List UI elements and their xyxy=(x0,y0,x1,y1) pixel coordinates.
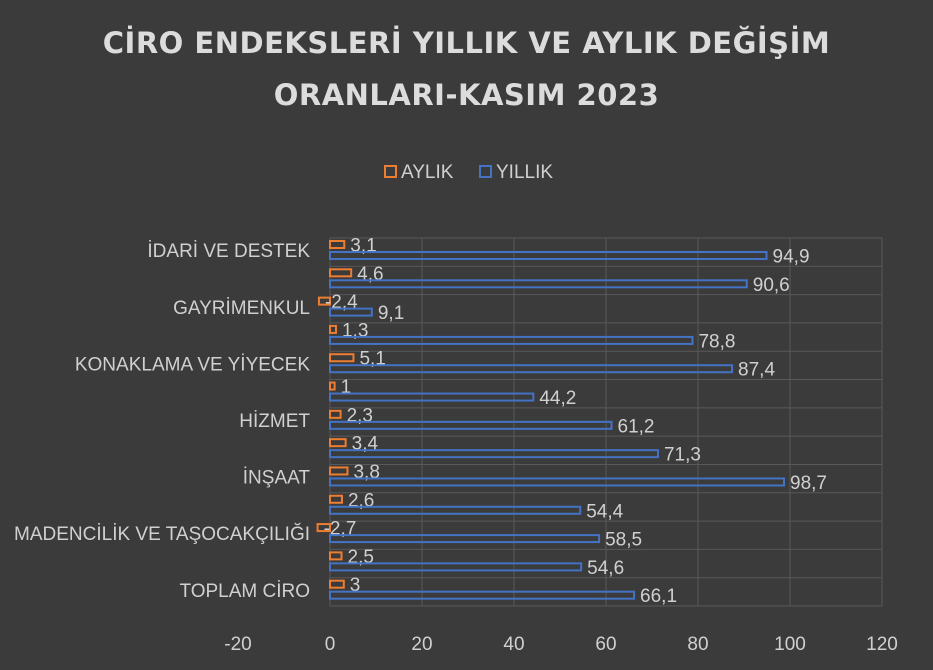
data-label-aylik: 4,6 xyxy=(357,264,383,285)
bar-aylik xyxy=(329,551,343,561)
bar-aylik xyxy=(329,438,347,448)
data-label-yillik: 44,2 xyxy=(539,388,576,409)
bar-yillik xyxy=(329,590,636,600)
data-label-yillik: 9,1 xyxy=(378,303,404,324)
legend-swatch-yillik xyxy=(479,165,492,178)
x-tick-label: -20 xyxy=(224,634,251,655)
data-label-yillik: 94,9 xyxy=(773,247,810,268)
bar-aylik xyxy=(329,409,342,419)
x-tick-label: 20 xyxy=(411,634,432,655)
bar-aylik xyxy=(329,268,353,278)
data-label-yillik: 54,6 xyxy=(587,558,624,579)
data-label-yillik: 98,7 xyxy=(790,473,827,494)
bar-yillik xyxy=(329,251,768,260)
category-label: GAYRİMENKUL xyxy=(173,298,310,319)
bar-yillik xyxy=(329,279,748,289)
data-label-aylik: 1,3 xyxy=(342,320,368,341)
data-label-aylik: 2,3 xyxy=(347,405,373,426)
data-label-aylik: 3 xyxy=(350,575,361,596)
bar-yillik xyxy=(329,364,734,374)
legend-swatch-aylik xyxy=(384,165,397,178)
data-label-yillik: 78,8 xyxy=(698,331,735,352)
x-tick-label: 60 xyxy=(595,634,616,655)
data-label-aylik: 2,6 xyxy=(348,490,374,511)
data-label-aylik: 3,8 xyxy=(353,462,379,483)
bar-aylik xyxy=(329,381,336,391)
legend-label-aylik: AYLIK xyxy=(401,162,454,183)
bar-yillik xyxy=(329,505,582,515)
category-label: İNŞAAT xyxy=(243,468,311,489)
bar-aylik xyxy=(329,579,345,589)
data-label-aylik: 3,1 xyxy=(350,236,376,257)
chart-title-line-2: ORANLARI-KASIM 2023 xyxy=(273,78,660,112)
bar-aylik xyxy=(329,494,343,504)
data-label-yillik: 66,1 xyxy=(640,586,677,607)
data-label-yillik: 90,6 xyxy=(753,275,790,296)
x-tick-label: 120 xyxy=(866,634,898,655)
data-label-yillik: 54,4 xyxy=(586,501,623,522)
x-tick-label: 0 xyxy=(325,634,336,655)
category-label: İDARİ VE DESTEK xyxy=(147,241,310,262)
data-label-aylik: -2,7 xyxy=(324,519,357,540)
bar-aylik xyxy=(329,353,355,363)
bar-yillik xyxy=(329,449,659,459)
bar-yillik xyxy=(329,307,373,317)
legend-label-yillik: YILLIK xyxy=(496,162,553,183)
data-label-yillik: 58,5 xyxy=(605,530,642,551)
bar-yillik xyxy=(329,392,535,402)
bar-aylik xyxy=(329,240,346,249)
chart-title-line-1: CİRO ENDEKSLERİ YILLIK VE AYLIK DEĞİŞİM xyxy=(102,26,831,60)
data-label-aylik: 1 xyxy=(341,377,352,398)
bar-yillik xyxy=(329,477,786,487)
category-label: MADENCİLİK VE TAŞOCAKÇILIĞI xyxy=(14,523,310,545)
x-tick-label: 80 xyxy=(687,634,708,655)
category-label: TOPLAM CİRO xyxy=(179,581,310,602)
data-label-aylik: 2,5 xyxy=(348,547,374,568)
bar-yillik xyxy=(329,562,583,572)
bar-yillik xyxy=(329,335,694,345)
bar-yillik xyxy=(329,534,601,544)
data-label-yillik: 71,3 xyxy=(664,445,701,466)
bar-aylik xyxy=(317,296,331,306)
category-label: KONAKLAMA VE YİYECEK xyxy=(75,354,310,375)
bar-aylik xyxy=(316,523,331,533)
category-label: HİZMET xyxy=(239,411,310,432)
bar-aylik xyxy=(329,324,337,334)
bar-yillik xyxy=(329,420,613,430)
x-tick-label: 40 xyxy=(503,634,524,655)
data-label-yillik: 87,4 xyxy=(738,360,775,381)
data-label-aylik: 5,1 xyxy=(359,349,385,370)
data-label-aylik: 3,4 xyxy=(352,434,379,455)
bar-aylik xyxy=(329,466,349,476)
data-label-yillik: 61,2 xyxy=(618,416,655,437)
x-tick-label: 100 xyxy=(774,634,806,655)
